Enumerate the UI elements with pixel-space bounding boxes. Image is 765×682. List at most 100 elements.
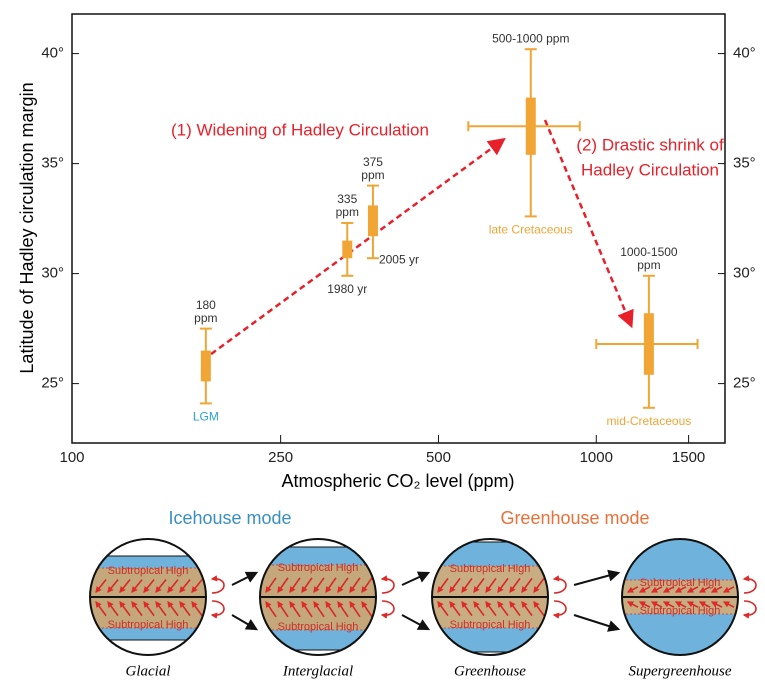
trade-wind: [349, 577, 361, 594]
transition-arrow: [573, 569, 621, 586]
subtropical-high: Subtropical High: [640, 577, 721, 589]
transition-arrow: [401, 571, 431, 586]
arrow-widening: [202, 137, 506, 362]
trade-wind: [674, 586, 687, 593]
y2-tick-label: 30°: [733, 265, 756, 282]
globe: Subtropical High Subtropical High: [259, 538, 395, 656]
trade-wind: [313, 577, 325, 594]
trade-wind: [698, 601, 711, 608]
trade-wind: [698, 586, 711, 593]
trade-wind: [722, 586, 735, 593]
ppm-label: ppm: [194, 311, 217, 325]
ice-cap: [90, 539, 206, 556]
y2-tick-label: 35°: [733, 155, 756, 172]
transition-arrow: [231, 571, 259, 586]
ice-cap: [260, 650, 376, 655]
cell-loop: [742, 575, 757, 594]
ice-cap: [432, 539, 548, 542]
x-axis-title: Atmospheric CO₂ level (ppm): [281, 471, 514, 491]
trade-wind: [167, 579, 179, 593]
cell-loop: [742, 600, 757, 619]
trade-wind: [179, 579, 191, 593]
trade-wind: [650, 586, 663, 593]
ice-cap: [432, 652, 548, 655]
trade-wind: [497, 600, 509, 617]
globe-outline: [621, 538, 739, 656]
trade-wind: [626, 586, 639, 593]
cell-loop: [380, 575, 395, 594]
ppm-label: 500-1000 ppm: [492, 31, 569, 45]
annotation: (1) Widening of Hadley Circulation: [171, 120, 429, 139]
trade-wind: [143, 579, 155, 593]
trade-wind: [686, 586, 699, 593]
globe: Subtropical High Subtropical High: [89, 538, 225, 656]
ppm-label: ppm: [336, 205, 359, 219]
point-name: 2005 yr: [379, 252, 419, 266]
trade-wind: [325, 577, 337, 594]
x-tick-label: 1000: [580, 449, 613, 466]
trade-wind: [638, 601, 651, 608]
trade-wind: [325, 600, 337, 618]
trade-wind: [301, 600, 313, 618]
y-tick-label: 25°: [41, 375, 64, 392]
cell-loop: [552, 600, 567, 619]
trade-wind: [461, 600, 473, 617]
ice-cap: [260, 539, 376, 547]
box: [367, 205, 378, 237]
globe: Subtropical High Subtropical High: [621, 538, 757, 656]
subtropical-high: Subtropical High: [278, 621, 359, 633]
trade-wind: [265, 577, 277, 594]
ppm-label: 375: [363, 155, 383, 169]
trade-wind: [313, 600, 325, 618]
box: [200, 350, 211, 382]
point-name: 1980 yr: [327, 282, 367, 296]
globe-outline: [259, 538, 377, 656]
y-axis-title: Latitude of Hadley circulation margin: [17, 82, 37, 373]
trade-wind: [473, 577, 485, 594]
trade-wind: [533, 577, 545, 594]
subtropical-high: Subtropical High: [640, 605, 721, 617]
trade-wind: [437, 577, 449, 594]
annotation: (2) Drastic shrink of: [576, 135, 724, 154]
subtropical-high: Subtropical High: [108, 565, 189, 577]
box: [342, 240, 353, 259]
ppm-label: ppm: [361, 168, 384, 182]
point-name: late Cretaceous: [489, 223, 573, 237]
trade-wind: [485, 600, 497, 617]
trade-wind: [485, 577, 497, 594]
y2-tick-label: 25°: [733, 375, 756, 392]
trade-wind: [289, 600, 301, 618]
trade-wind: [143, 600, 155, 617]
trade-wind: [533, 600, 545, 617]
plot-frame: [71, 13, 726, 444]
ppm-label: ppm: [637, 258, 660, 272]
trade-wind: [265, 600, 277, 618]
annotation: Hadley Circulation: [581, 160, 719, 179]
trade-wind: [361, 600, 373, 618]
trade-wind: [119, 600, 131, 617]
x-tick-label: 500: [426, 449, 451, 466]
trade-wind: [674, 601, 687, 608]
mode-title: Greenhouse mode: [500, 508, 649, 528]
arrow-shrink: [543, 119, 634, 329]
subtropical-high: Subtropical High: [278, 562, 359, 574]
trade-wind: [449, 600, 461, 617]
trade-wind: [662, 586, 675, 593]
box: [643, 313, 654, 375]
trade-wind: [155, 600, 167, 617]
trade-wind: [650, 601, 663, 608]
mode-title: Icehouse mode: [168, 508, 291, 528]
globe-surface: [260, 539, 376, 655]
trade-wind: [167, 600, 179, 617]
trade-wind: [337, 600, 349, 618]
box: [525, 97, 536, 155]
cell-loop: [210, 575, 225, 594]
trade-wind: [191, 600, 203, 617]
subtropical-high: Subtropical High: [450, 619, 531, 631]
y-tick-label: 35°: [41, 155, 64, 172]
trade-wind: [349, 600, 361, 618]
y2-tick-label: 40°: [733, 45, 756, 62]
cell-loop: [380, 600, 395, 619]
trade-wind: [710, 586, 723, 593]
